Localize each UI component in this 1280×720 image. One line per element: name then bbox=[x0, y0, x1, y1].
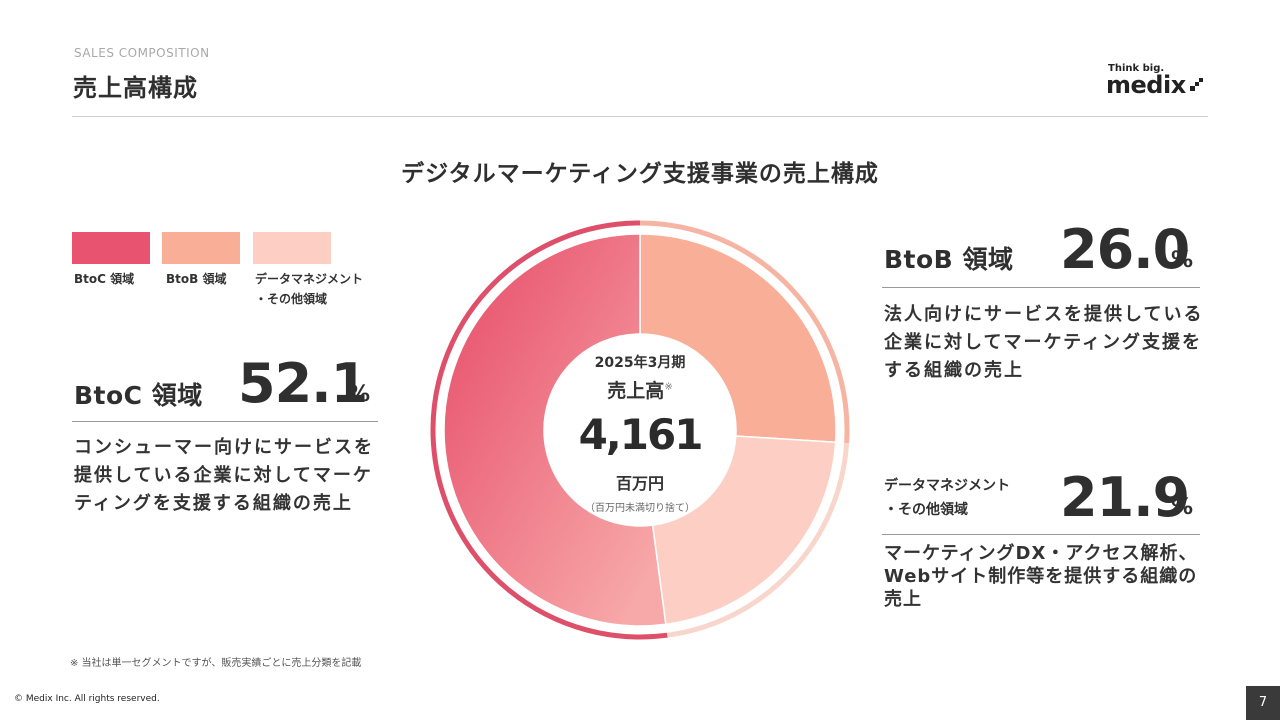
logo-wordmark-text: medix bbox=[1106, 71, 1186, 99]
btob-segment-description: 法人向けにサービスを提供している 企業に対してマーケティング支援を する組織の売… bbox=[884, 301, 1203, 385]
legend-swatch-other bbox=[253, 232, 331, 264]
btoc-segment-unit: % bbox=[348, 382, 371, 407]
btoc-desc-line: 提供している企業に対してマーケ bbox=[74, 465, 373, 486]
donut-slices bbox=[443, 233, 837, 627]
donut-slice-btob bbox=[639, 233, 837, 444]
logo-wordmark: medix bbox=[1106, 71, 1206, 99]
center-label: 売上高 bbox=[607, 380, 665, 402]
other-desc-line: マーケティングDX・アクセス解析、 bbox=[884, 543, 1198, 564]
other-segment-name-line1: データマネジメント bbox=[884, 478, 1010, 494]
logo-tagline: Think big. bbox=[1108, 63, 1165, 74]
other-desc-line: Webサイト制作等を提供する組織の bbox=[884, 566, 1198, 587]
header-divider bbox=[72, 116, 1208, 117]
page-number: 7 bbox=[1246, 686, 1280, 720]
section-eyebrow: SALES COMPOSITION bbox=[74, 46, 210, 60]
other-segment-name-line2: ・その他領域 bbox=[884, 502, 968, 518]
center-period: 2025年3月期 bbox=[594, 355, 686, 371]
donut-chart bbox=[430, 220, 850, 640]
legend-label-other-line2: ・その他領域 bbox=[255, 292, 328, 306]
logo-mark-icon bbox=[1190, 78, 1203, 91]
btob-desc-line: 企業に対してマーケティング支援を bbox=[884, 332, 1203, 353]
btoc-segment-description: コンシューマー向けにサービスを 提供している企業に対してマーケ ティングを支援す… bbox=[74, 434, 374, 518]
donut-slice-other bbox=[651, 435, 837, 626]
footnote: ※ 当社は単一セグメントですが、販売実績ごとに売上分類を記載 bbox=[70, 658, 362, 669]
other-segment-unit: % bbox=[1171, 495, 1194, 520]
donut-outer-ring bbox=[430, 220, 850, 640]
center-unit: 百万円 bbox=[615, 474, 664, 493]
copyright: © Medix Inc. All rights reserved. bbox=[14, 694, 160, 704]
btob-segment-unit: % bbox=[1171, 248, 1194, 273]
btoc-desc-line: コンシューマー向けにサービスを bbox=[74, 437, 374, 458]
btob-segment-name: BtoB 領域 bbox=[884, 245, 1014, 274]
other-segment-description: マーケティングDX・アクセス解析、 Webサイト制作等を提供する組織の 売上 bbox=[884, 542, 1197, 611]
center-label-wrap: 売上高※ bbox=[540, 376, 740, 403]
center-value: 4,161 bbox=[578, 410, 704, 459]
legend-label-btoc: BtoC 領域 bbox=[74, 272, 135, 286]
btoc-segment-value: 52.1 bbox=[238, 352, 368, 415]
btoc-desc-line: ティングを支援する組織の売上 bbox=[74, 493, 353, 514]
other-segment-name: データマネジメント ・その他領域 bbox=[884, 474, 1010, 522]
legend-label-other-line1: データマネジメント bbox=[255, 272, 364, 286]
btob-desc-line: する組織の売上 bbox=[884, 360, 1024, 381]
center-note: （百万円未満切り捨て） bbox=[585, 503, 695, 514]
other-segment-value: 21.9 bbox=[1060, 466, 1190, 529]
other-desc-line: 売上 bbox=[884, 589, 922, 610]
donut-ring-arc-btoc bbox=[430, 220, 668, 640]
donut-ring-arc-btob bbox=[639, 220, 850, 444]
btoc-segment-name: BtoC 領域 bbox=[74, 381, 203, 410]
btob-segment-value: 26.0 bbox=[1060, 218, 1190, 281]
btob-segment-divider bbox=[882, 287, 1200, 288]
chart-title: デジタルマーケティング支援事業の売上構成 bbox=[401, 161, 879, 187]
legend-label-other: データマネジメント ・その他領域 bbox=[255, 269, 363, 309]
donut-slice-btoc bbox=[443, 233, 667, 627]
legend-swatch-btoc bbox=[72, 232, 150, 264]
legend-swatch-btob bbox=[162, 232, 240, 264]
legend-label-btob: BtoB 領域 bbox=[166, 272, 227, 286]
btoc-segment-divider bbox=[72, 421, 378, 422]
page-title: 売上高構成 bbox=[73, 74, 198, 102]
center-label-mark: ※ bbox=[664, 381, 673, 393]
other-segment-divider bbox=[882, 534, 1200, 535]
medix-logo: Think big. medix bbox=[1106, 63, 1206, 99]
donut-ring-arc-other bbox=[666, 442, 850, 638]
btob-desc-line: 法人向けにサービスを提供している bbox=[884, 304, 1204, 325]
